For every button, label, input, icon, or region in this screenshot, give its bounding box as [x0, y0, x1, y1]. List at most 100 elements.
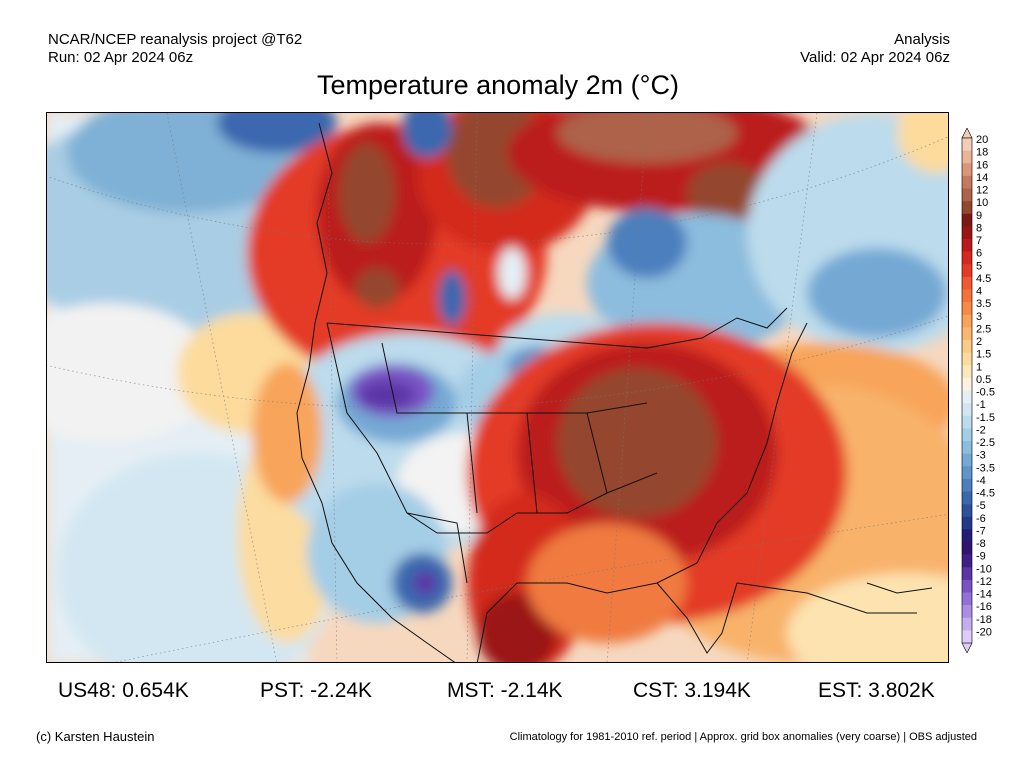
colorbar-tick-label: 4.5	[976, 273, 991, 285]
colorbar-tick-label: -6	[976, 513, 986, 525]
colorbar-swatch	[962, 340, 972, 353]
stat-mst: MST: -2.14K	[447, 679, 563, 702]
colorbar-swatch	[962, 239, 972, 252]
run-label: Run: 02 Apr 2024 06z	[48, 49, 194, 66]
colorbar-swatch	[962, 314, 972, 328]
colorbar-swatch	[962, 213, 972, 227]
colorbar-swatch	[962, 415, 972, 429]
colorbar-tick-label: 8	[976, 222, 982, 234]
colorbar-tick-label: -9	[976, 551, 986, 563]
colorbar-swatch	[962, 289, 972, 303]
colorbar-tick-label: 4	[976, 286, 982, 298]
colorbar-swatch	[962, 491, 972, 505]
colorbar-tick-label: 1.5	[976, 349, 991, 361]
colorbar: 201816141210987654.543.532.521.510.5-0.5…	[961, 128, 995, 653]
colorbar-bottom-arrow	[961, 642, 973, 653]
colorbar-swatch	[962, 251, 972, 265]
colorbar-tick-label: -14	[976, 589, 992, 601]
colorbar-tick-label: -8	[976, 538, 986, 550]
colorbar-tick-label: 10	[976, 197, 988, 209]
colorbar-swatch	[962, 150, 972, 164]
colorbar-swatch	[962, 554, 972, 568]
colorbar-swatch	[962, 163, 972, 177]
colorbar-tick-label: 3	[976, 311, 982, 323]
colorbar-tick-label: 5	[976, 260, 982, 272]
colorbar-tick-label: 9	[976, 210, 982, 222]
colorbar-tick-label: -2	[976, 424, 986, 436]
header-right: Analysis Valid: 02 Apr 2024 06z	[800, 31, 950, 67]
colorbar-tick-label: -3	[976, 450, 986, 462]
colorbar-swatch	[962, 365, 972, 379]
colorbar-swatch	[962, 579, 972, 593]
colorbar-swatch	[962, 327, 972, 341]
colorbar-tick-label: 7	[976, 235, 982, 247]
colorbar-tick-label: -4.5	[976, 488, 995, 500]
colorbar-swatch	[962, 403, 972, 417]
colorbar-tick-label: 6	[976, 248, 982, 260]
colorbar-tick-label: -5	[976, 500, 986, 512]
anomaly-map	[46, 112, 949, 663]
colorbar-swatch	[962, 428, 972, 442]
colorbar-swatch	[962, 453, 972, 467]
colorbar-tick-label: 3.5	[976, 298, 991, 310]
colorbar-swatch	[962, 226, 972, 240]
colorbar-tick-label: -3.5	[976, 462, 995, 474]
colorbar-swatch	[962, 466, 972, 480]
regional-stats: US48: 0.654K PST: -2.24K MST: -2.14K CST…	[0, 679, 1024, 705]
credit-label: (c) Karsten Haustein	[36, 729, 155, 744]
colorbar-swatch	[962, 605, 972, 619]
source-label: NCAR/NCEP reanalysis project @T62	[48, 31, 303, 48]
colorbar-tick-label: 16	[976, 159, 988, 171]
colorbar-tick-label: 1	[976, 361, 982, 373]
valid-label: Valid: 02 Apr 2024 06z	[800, 49, 950, 66]
colorbar-tick-label: -2.5	[976, 437, 995, 449]
anomaly-field	[47, 113, 948, 662]
colorbar-swatch	[962, 630, 972, 644]
colorbar-tick-label: -16	[976, 601, 992, 613]
colorbar-swatch	[962, 592, 972, 606]
colorbar-swatch	[962, 188, 972, 202]
colorbar-swatch	[962, 264, 972, 278]
colorbar-tick-label: -7	[976, 525, 986, 537]
header-left: NCAR/NCEP reanalysis project @T62 Run: 0…	[48, 31, 302, 67]
colorbar-swatch	[962, 516, 972, 530]
colorbar-tick-label: -1.5	[976, 412, 995, 424]
stat-est: EST: 3.802K	[818, 679, 935, 702]
colorbar-swatch	[962, 441, 972, 454]
colorbar-tick-label: -4	[976, 475, 986, 487]
colorbar-tick-label: 12	[976, 185, 988, 197]
product-label: Analysis	[894, 31, 950, 48]
colorbar-swatch	[962, 276, 972, 290]
colorbar-swatch	[962, 138, 972, 151]
colorbar-tick-label: 0.5	[976, 374, 991, 386]
colorbar-swatch	[962, 567, 972, 581]
colorbar-tick-label: -12	[976, 576, 992, 588]
colorbar-swatch	[962, 201, 972, 215]
colorbar-swatch	[962, 175, 972, 189]
colorbar-tick-label: 2.5	[976, 323, 991, 335]
colorbar-swatch	[962, 390, 972, 404]
stat-cst: CST: 3.194K	[633, 679, 751, 702]
colorbar-swatch	[962, 377, 972, 391]
colorbar-tick-label: 20	[976, 134, 988, 146]
colorbar-tick-label: -18	[976, 614, 992, 626]
colorbar-tick-label: 2	[976, 336, 982, 348]
colorbar-frame	[961, 137, 973, 644]
colorbar-swatch	[962, 617, 972, 631]
map-title: Temperature anomaly 2m (°C)	[317, 70, 679, 100]
colorbar-tick-label: -10	[976, 563, 992, 575]
colorbar-swatch	[962, 302, 972, 316]
colorbar-tick-label: -0.5	[976, 387, 995, 399]
stat-pst: PST: -2.24K	[260, 679, 373, 702]
colorbar-swatch	[962, 504, 972, 518]
colorbar-tick-label: 14	[976, 172, 988, 184]
colorbar-swatch	[962, 352, 972, 366]
climatology-note: Climatology for 1981-2010 ref. period | …	[509, 731, 977, 743]
colorbar-top-arrow	[961, 128, 973, 139]
colorbar-tick-label: 18	[976, 147, 988, 159]
colorbar-swatch	[962, 542, 972, 555]
colorbar-tick-label: -20	[976, 626, 992, 638]
colorbar-tick-label: -1	[976, 399, 986, 411]
stat-us48: US48: 0.654K	[58, 679, 189, 702]
colorbar-swatch	[962, 529, 972, 543]
